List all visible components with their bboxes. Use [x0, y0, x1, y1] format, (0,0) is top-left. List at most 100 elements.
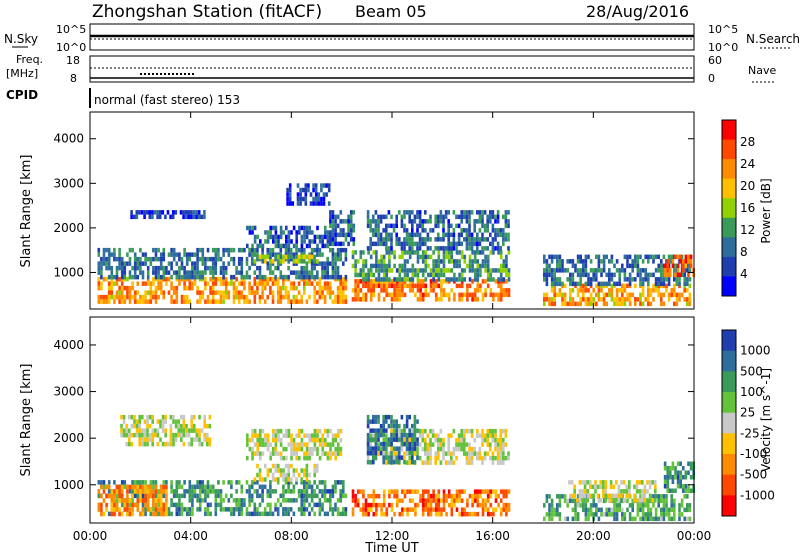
heatmap-cell [251, 230, 254, 235]
heatmap-cell [470, 446, 474, 452]
heatmap-cell [657, 503, 660, 508]
heatmap-cell [408, 241, 411, 247]
heatmap-cell [209, 290, 212, 295]
heatmap-cell [426, 460, 430, 465]
heatmap-cell [372, 283, 376, 289]
heatmap-cell [489, 446, 492, 452]
heatmap-cell [440, 268, 443, 273]
heatmap-cell [313, 442, 317, 447]
heatmap-cell [623, 254, 627, 260]
heatmap-cell [303, 247, 306, 253]
heatmap-cell [300, 428, 304, 434]
heatmap-cell [369, 283, 373, 289]
heatmap-cell [366, 459, 370, 465]
heatmap-cell [398, 433, 401, 438]
heatmap-cell [671, 466, 675, 471]
heatmap-cell [161, 419, 165, 424]
heatmap-cell [576, 301, 580, 307]
heatmap-cell [369, 502, 373, 508]
heatmap-cell [587, 512, 590, 517]
heatmap-cell [649, 512, 653, 517]
heatmap-cell [154, 507, 158, 512]
heatmap-cell [290, 451, 293, 456]
heatmap-cell [317, 196, 321, 202]
heatmap-cell [113, 247, 116, 253]
heatmap-cell [440, 283, 443, 289]
heatmap-cell [356, 502, 360, 508]
heatmap-cell [222, 281, 225, 286]
heatmap-cell [177, 432, 180, 438]
heatmap-cell [641, 288, 645, 293]
heatmap-cell [507, 292, 511, 298]
heatmap-cell [292, 299, 296, 304]
heatmap-cell [105, 247, 108, 253]
heatmap-cell [455, 259, 459, 264]
heatmap-cell [647, 301, 650, 307]
heatmap-cell [253, 239, 257, 244]
heatmap-cell [206, 511, 210, 517]
heatmap-cell [258, 274, 262, 280]
heatmap-cell [331, 247, 335, 253]
heatmap-cell [133, 489, 137, 494]
heatmap-cell [141, 299, 145, 304]
heatmap-cell [626, 292, 629, 298]
heatmap-cell [678, 507, 681, 513]
heatmap-cell [374, 446, 378, 451]
heatmap-cell [432, 277, 435, 282]
heatmap-cell [164, 432, 167, 438]
heatmap-cell [568, 480, 571, 485]
heatmap-cell [612, 484, 615, 490]
heatmap-cell [331, 299, 335, 304]
heatmap-cell [149, 511, 153, 517]
heatmap-cell [427, 511, 430, 517]
heatmap-cell [561, 297, 564, 302]
heatmap-cell [411, 246, 414, 251]
heatmap-cell [179, 210, 183, 215]
heatmap-cell [491, 223, 495, 229]
heatmap-cell [274, 281, 277, 286]
heatmap-cell [545, 259, 549, 264]
heatmap-cell [259, 239, 262, 244]
heatmap-cell [504, 219, 508, 224]
heatmap-cell [589, 512, 593, 517]
heatmap-cell [639, 272, 642, 278]
heatmap-cell [161, 428, 165, 433]
heatmap-cell [133, 270, 137, 275]
heatmap-cell [197, 210, 201, 215]
heatmap-cell [641, 259, 645, 264]
heatmap-cell [258, 484, 262, 490]
heatmap-cell [669, 272, 672, 278]
heatmap-cell [311, 433, 314, 438]
heatmap-cell [139, 261, 142, 266]
heatmap-cell [476, 263, 480, 269]
heatmap-cell [584, 254, 588, 260]
heatmap-cell [479, 283, 482, 289]
heatmap-cell [321, 502, 324, 508]
heatmap-cell [329, 261, 332, 266]
heatmap-cell [584, 516, 588, 522]
heatmap-cell [393, 277, 396, 282]
heatmap-cell [468, 292, 472, 298]
heatmap-cell [295, 239, 298, 244]
heatmap-cell [305, 446, 309, 452]
heatmap-cell [429, 214, 432, 220]
heatmap-cell [372, 250, 376, 255]
heatmap-cell [377, 232, 380, 238]
heatmap-cell [261, 489, 264, 494]
heatmap-cell [457, 433, 461, 438]
heatmap-cell [102, 247, 106, 253]
heatmap-cell [167, 261, 171, 266]
heatmap-cell [543, 277, 546, 282]
heatmap-cell [209, 265, 212, 271]
heatmap-cell [682, 488, 685, 493]
heatmap-cell [359, 288, 363, 293]
heatmap-cell [279, 468, 283, 473]
heatmap-cell [453, 493, 456, 499]
heatmap-cell [204, 299, 207, 304]
colorbar-swatch [722, 276, 736, 297]
heatmap-cell [172, 285, 176, 291]
heatmap-cell [154, 489, 158, 494]
heatmap-cell [496, 442, 500, 447]
heatmap-cell [329, 294, 332, 300]
heatmap-cell [447, 250, 451, 255]
